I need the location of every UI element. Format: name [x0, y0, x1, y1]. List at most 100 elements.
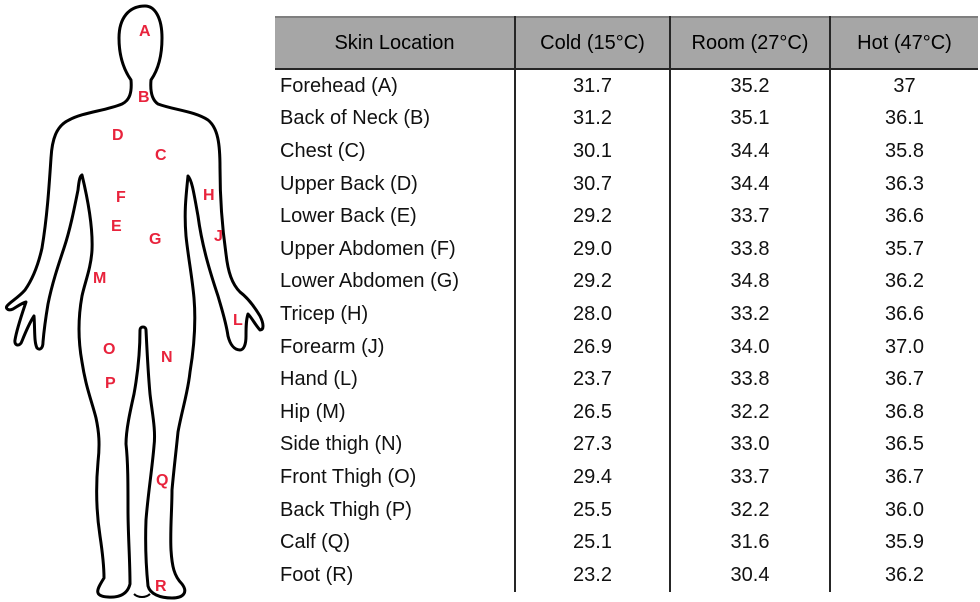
body-label-r: R	[155, 578, 167, 595]
body-label-c: C	[155, 147, 167, 164]
cell-skin-location: Lower Back (E)	[275, 200, 516, 233]
cell-hot: 36.1	[885, 107, 924, 130]
cell-hot: 35.8	[885, 139, 924, 162]
cell-cold: 23.7	[515, 363, 671, 396]
header-hot: Hot (47°C)	[830, 16, 978, 70]
header-cold: Cold (15°C)	[515, 16, 671, 70]
table-row: Lower Abdomen (G) 29.2 34.8 36.2	[275, 265, 978, 299]
cell-skin-location: Upper Abdomen (F)	[275, 232, 516, 266]
body-label-g: G	[149, 231, 162, 248]
cell-hot: 36.2	[885, 563, 924, 586]
skin-temperature-table: Skin Location Cold (15°C) Room (27°C) Ho…	[275, 16, 978, 592]
cell-skin-location: Forehead (A)	[275, 69, 516, 103]
table-row: Forehead (A) 31.7 35.2 37	[275, 69, 978, 103]
cell-skin-location: Calf (Q)	[275, 526, 516, 559]
body-label-f: F	[116, 189, 126, 206]
cell-room: 33.0	[670, 428, 831, 462]
cell-hot: 37.0	[885, 335, 924, 358]
body-label-o: O	[103, 341, 116, 358]
cell-room: 32.2	[670, 493, 831, 527]
cell-room: 33.2	[670, 298, 831, 331]
table-row: Lower Back (E) 29.2 33.7 36.6	[275, 200, 978, 233]
cell-cold: 25.5	[515, 493, 671, 527]
cell-skin-location: Upper Back (D)	[275, 167, 516, 201]
body-label-e: E	[111, 218, 122, 235]
cell-skin-location: Forearm (J)	[275, 330, 516, 364]
cell-room: 30.4	[670, 558, 831, 592]
table-row: Calf (Q) 25.1 31.6 35.9	[275, 526, 978, 559]
cell-room: 34.4	[670, 167, 831, 201]
cell-cold: 28.0	[515, 298, 671, 331]
cell-skin-location: Back Thigh (P)	[275, 493, 516, 527]
cell-cold: 29.2	[515, 200, 671, 233]
cell-cold: 30.7	[515, 167, 671, 201]
cell-hot: 36.6	[885, 205, 924, 228]
temperature-table-container: Skin Location Cold (15°C) Room (27°C) Ho…	[275, 16, 978, 592]
body-figure: A B C D E F G H J L M N O P Q R	[0, 0, 275, 602]
body-label-a: A	[139, 23, 151, 40]
cell-hot: 36.7	[885, 368, 924, 391]
cell-skin-location: Chest (C)	[275, 135, 516, 168]
cell-skin-location: Front Thigh (O)	[275, 461, 516, 494]
body-label-n: N	[161, 349, 173, 366]
cell-hot: 36.5	[885, 433, 924, 456]
cell-skin-location: Tricep (H)	[275, 298, 516, 331]
body-label-b: B	[138, 89, 150, 106]
cell-hot: 35.9	[885, 531, 924, 554]
body-label-h: H	[203, 187, 215, 204]
cell-room: 33.7	[670, 200, 831, 233]
cell-room: 33.8	[670, 363, 831, 396]
cell-cold: 29.2	[515, 265, 671, 299]
body-label-d: D	[112, 127, 124, 144]
table-row: Back Thigh (P) 25.5 32.2 36.0	[275, 493, 978, 527]
cell-room: 33.8	[670, 232, 831, 266]
body-label-l: L	[233, 312, 243, 329]
table-row: Back of Neck (B) 31.2 35.1 36.1	[275, 102, 978, 136]
body-outline	[5, 4, 265, 600]
body-label-m: M	[93, 270, 107, 287]
header-room: Room (27°C)	[670, 16, 831, 70]
cell-skin-location: Side thigh (N)	[275, 428, 516, 462]
body-label-j: J	[214, 228, 223, 245]
table-row: Upper Back (D) 30.7 34.4 36.3	[275, 167, 978, 201]
cell-hot: 37	[893, 74, 916, 97]
cell-room: 35.1	[670, 102, 831, 136]
table-row: Hip (M) 26.5 32.2 36.8	[275, 395, 978, 429]
cell-skin-location: Hand (L)	[275, 363, 516, 396]
table-row: Chest (C) 30.1 34.4 35.8	[275, 135, 978, 168]
cell-hot: 36.0	[885, 498, 924, 521]
cell-cold: 25.1	[515, 526, 671, 559]
table-row: Side thigh (N) 27.3 33.0 36.5	[275, 428, 978, 462]
cell-room: 34.8	[670, 265, 831, 299]
cell-skin-location: Back of Neck (B)	[275, 102, 516, 136]
cell-room: 33.7	[670, 461, 831, 494]
cell-hot: 36.8	[885, 400, 924, 423]
cell-cold: 26.5	[515, 395, 671, 429]
cell-hot: 36.6	[885, 302, 924, 325]
table-row: Upper Abdomen (F) 29.0 33.8 35.7	[275, 232, 978, 266]
cell-cold: 26.9	[515, 330, 671, 364]
body-label-q: Q	[156, 472, 169, 489]
cell-skin-location: Foot (R)	[275, 558, 516, 592]
table-row: Forearm (J) 26.9 34.0 37.0	[275, 330, 978, 364]
table-row: Tricep (H) 28.0 33.2 36.6	[275, 298, 978, 331]
table-row: Foot (R) 23.2 30.4 36.2	[275, 558, 978, 592]
cell-room: 32.2	[670, 395, 831, 429]
cell-cold: 27.3	[515, 428, 671, 462]
cell-cold: 29.0	[515, 232, 671, 266]
body-label-p: P	[105, 375, 116, 392]
cell-hot: 36.3	[885, 172, 924, 195]
cell-skin-location: Lower Abdomen (G)	[275, 265, 516, 299]
cell-skin-location: Hip (M)	[275, 395, 516, 429]
cell-room: 34.0	[670, 330, 831, 364]
cell-room: 31.6	[670, 526, 831, 559]
cell-cold: 31.7	[515, 69, 671, 103]
cell-room: 34.4	[670, 135, 831, 168]
cell-cold: 23.2	[515, 558, 671, 592]
table-row: Hand (L) 23.7 33.8 36.7	[275, 363, 978, 396]
cell-room: 35.2	[670, 69, 831, 103]
header-row: Skin Location Cold (15°C) Room (27°C) Ho…	[275, 16, 978, 70]
cell-cold: 29.4	[515, 461, 671, 494]
cell-hot: 36.7	[885, 465, 924, 488]
header-skin-location: Skin Location	[275, 16, 516, 70]
